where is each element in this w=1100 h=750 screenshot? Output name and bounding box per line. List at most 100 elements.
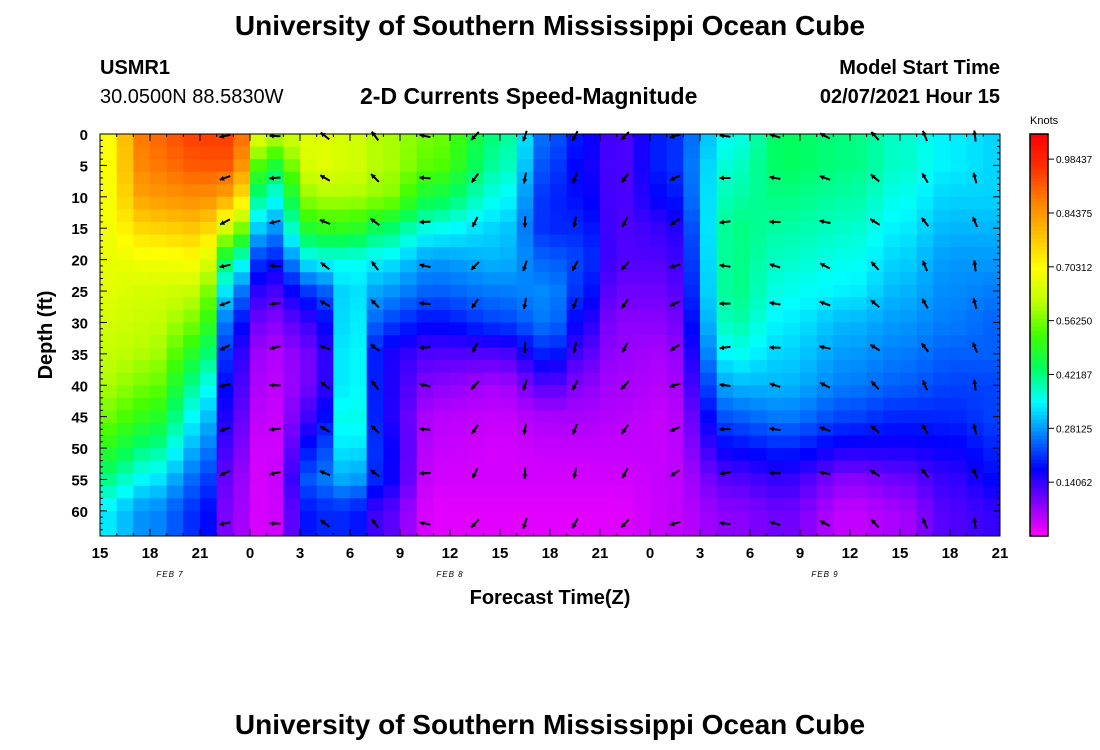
x-tick-label: 6	[746, 545, 754, 562]
heatmap-cell	[533, 385, 551, 399]
heatmap-cell	[316, 159, 334, 173]
heatmap-cell	[433, 134, 451, 148]
heatmap-cell	[500, 460, 518, 474]
heatmap-cell	[983, 410, 1000, 424]
heatmap-cell	[733, 209, 751, 223]
heatmap-cell	[966, 385, 984, 399]
heatmap-cell	[550, 397, 568, 411]
heatmap-cell	[900, 247, 918, 261]
heatmap-cell	[133, 473, 151, 487]
heatmap-cell	[350, 209, 368, 223]
colorbar-cell	[1030, 479, 1048, 485]
heatmap-cell	[433, 385, 451, 399]
heatmap-cell	[683, 523, 701, 536]
colorbar-cell	[1030, 270, 1048, 276]
colorbar-cell	[1030, 234, 1048, 240]
heatmap-cell	[166, 209, 184, 223]
vector-arrow-head	[219, 263, 225, 269]
colorbar-cell	[1030, 166, 1048, 171]
heatmap-cell	[300, 159, 318, 173]
heatmap-cell	[433, 171, 451, 185]
heatmap-cell	[583, 134, 601, 148]
vector-arrow-head	[371, 174, 376, 179]
heatmap-cell	[733, 146, 751, 160]
heatmap-cell	[500, 410, 518, 424]
vector-arrow-head	[572, 523, 577, 529]
heatmap-cell	[533, 523, 551, 536]
heatmap-cell	[833, 209, 851, 223]
heatmap-cell	[416, 335, 434, 349]
heatmap-cell	[216, 234, 234, 248]
heatmap-cell	[233, 510, 251, 525]
heatmap-cell	[483, 422, 501, 437]
heatmap-cell	[733, 422, 751, 437]
heatmap-cell	[566, 473, 584, 487]
colorbar-cell	[1030, 459, 1048, 465]
heatmap-cell	[700, 221, 718, 236]
heatmap-cell	[733, 259, 751, 273]
heatmap-cell	[800, 347, 818, 361]
heatmap-cell	[750, 171, 768, 185]
heatmap-cell	[366, 460, 384, 474]
heatmap-cell	[216, 473, 234, 487]
heatmap-cell	[866, 360, 884, 374]
heatmap-cell	[466, 134, 484, 148]
heatmap-cell	[650, 171, 668, 185]
vector-arrow-head	[769, 219, 774, 225]
heatmap-cell	[750, 523, 768, 536]
heatmap-cell	[633, 347, 651, 361]
heatmap-cell	[100, 234, 118, 248]
heatmap-cell	[433, 196, 451, 210]
heatmap-cell	[216, 510, 234, 525]
x-tick-label: 15	[892, 545, 909, 562]
heatmap-cell	[283, 134, 301, 148]
heatmap-cell	[483, 335, 501, 349]
heatmap-cell	[866, 209, 884, 223]
colorbar-cell	[1030, 407, 1048, 412]
heatmap-cell	[900, 347, 918, 361]
heatmap-cell	[833, 171, 851, 185]
vector-arrow-head	[621, 265, 627, 270]
heatmap-cell	[766, 184, 784, 198]
heatmap-cell	[333, 372, 351, 386]
heatmap-cell	[366, 209, 384, 223]
heatmap-cell	[966, 360, 984, 374]
heatmap-cell	[716, 385, 734, 399]
heatmap-cell	[850, 335, 868, 349]
heatmap-cell	[966, 184, 984, 198]
heatmap-cell	[366, 284, 384, 298]
heatmap-cell	[166, 196, 184, 210]
heatmap-cell	[133, 171, 151, 185]
heatmap-cell	[516, 372, 534, 386]
heatmap-cell	[366, 272, 384, 286]
vector-arrow-head	[669, 383, 675, 389]
vector-arrow-head	[819, 426, 825, 432]
heatmap-cell	[683, 247, 701, 261]
vector-arrow-head	[670, 301, 675, 307]
vector-arrow-head	[319, 344, 325, 350]
heatmap-cell	[550, 259, 568, 273]
heatmap-cell	[166, 410, 184, 424]
heatmap-cell	[400, 473, 418, 487]
heatmap-cell	[466, 473, 484, 487]
heatmap-cell	[250, 473, 268, 487]
heatmap-cell	[733, 284, 751, 298]
heatmap-cell	[416, 272, 434, 286]
heatmap-cell	[950, 510, 968, 525]
x-tick-label: 18	[942, 545, 959, 562]
heatmap-cell	[200, 146, 218, 160]
heatmap-cell	[283, 284, 301, 298]
heatmap-cell	[700, 460, 718, 474]
heatmap-cell	[416, 221, 434, 236]
heatmap-cell	[883, 134, 901, 148]
heatmap-cell	[316, 134, 334, 148]
heatmap-cell	[550, 473, 568, 487]
heatmap-cell	[433, 146, 451, 160]
heatmap-cell	[783, 473, 801, 487]
vector-arrow-head	[871, 519, 877, 525]
vector-arrow-head	[670, 471, 676, 477]
heatmap-cell	[233, 360, 251, 374]
vector-arrow-head	[471, 522, 477, 528]
heatmap-cell	[583, 221, 601, 236]
heatmap-cell	[933, 498, 951, 512]
